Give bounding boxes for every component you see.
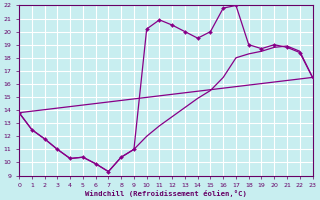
X-axis label: Windchill (Refroidissement éolien,°C): Windchill (Refroidissement éolien,°C) <box>85 190 247 197</box>
